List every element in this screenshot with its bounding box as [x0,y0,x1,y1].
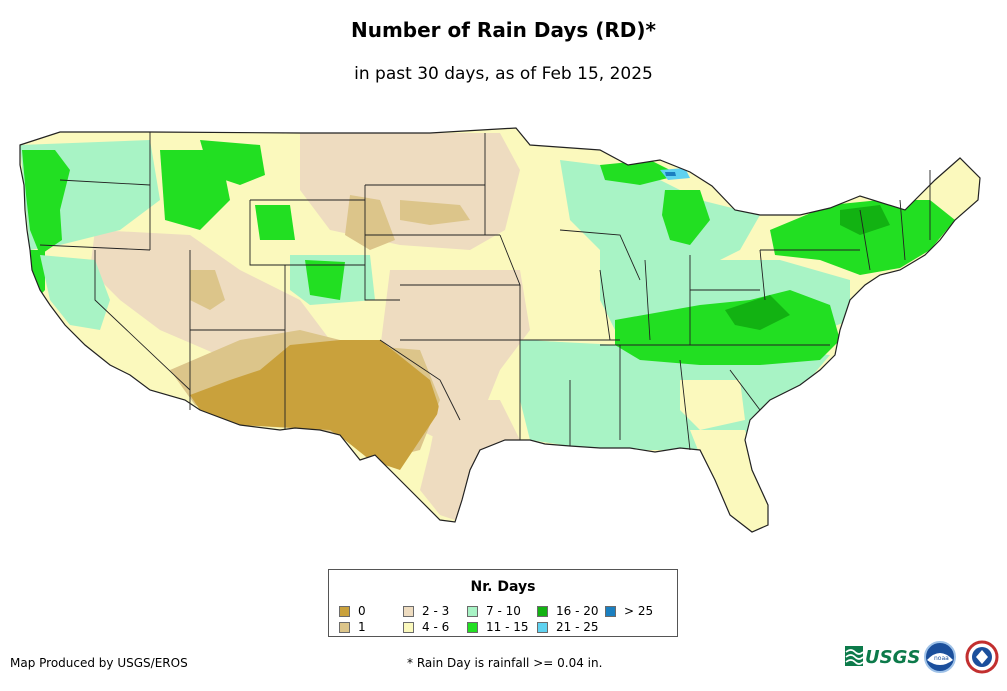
region-michigan-11-15 [662,190,710,245]
legend-item: 21 - 25 [537,620,599,634]
legend-item: 7 - 10 [467,604,521,618]
legend-label: 1 [358,620,366,634]
legend-label: 2 - 3 [422,604,450,618]
legend-item: > 25 [605,604,653,618]
legend-swatch [537,605,548,617]
state-boundaries [39,132,931,451]
legend-item: 0 [339,604,366,618]
credit-text: Map Produced by USGS/EROS [10,656,188,670]
legend-swatch [467,605,478,617]
legend-item: 2 - 3 [403,604,449,618]
map-title: Number of Rain Days (RD)* [350,18,656,42]
legend-item: 16 - 20 [537,604,599,618]
legend-label: 11 - 15 [486,620,529,634]
region-california-7-10 [40,255,110,330]
region-michigan-up-11-15 [600,160,680,185]
region-texas-2-3 [420,400,520,520]
region-wv-16-20 [725,295,790,330]
legend-swatch [339,605,350,617]
region-great-lakes-7-10 [560,160,760,280]
legend-label: 21 - 25 [556,620,599,634]
region-northeast-11-15 [770,200,955,275]
legend-swatch [339,621,350,633]
legend-title: Nr. Days [470,579,536,595]
legend-label: 16 - 20 [556,604,599,618]
legend-swatch [467,621,478,633]
legend-item: 1 [339,620,366,634]
legend-swatch [403,621,414,633]
region-montana-11-15 [200,140,265,185]
legend-item: 4 - 6 [403,620,449,634]
usgs-logo: USGS [845,646,920,668]
legend-label: 4 - 6 [422,620,450,634]
region-dakota-1 [400,200,470,225]
legend-item: 11 - 15 [467,620,529,634]
region-lake-25 [665,172,676,176]
nws-logo [965,640,999,674]
noaa-logo-text: noaa [934,655,949,662]
legend-swatch [537,621,548,633]
rain-day-note: * Rain Day is rainfall >= 0.04 in. [407,656,603,670]
region-florida-4-6 [690,430,768,532]
legend-label: > 25 [624,604,654,618]
noaa-logo: noaa [924,641,956,673]
region-southwest-0 [190,340,440,470]
legend-label: 0 [358,604,366,618]
region-georgia-4-6 [680,380,745,430]
region-wy-11-15 [255,205,295,240]
legend-label: 7 - 10 [486,604,521,618]
region-colorado-11-15 [305,260,345,300]
region-pnw-11-15 [22,150,70,255]
region-ca-coast-11-15 [28,250,45,300]
map-subtitle: in past 30 days, as of Feb 15, 2025 [354,64,653,84]
region-nevada-1 [190,270,225,310]
legend-swatch [605,605,616,617]
map-legend: Nr. Days 0 1 2 - 3 4 - 6 7 - 10 11 - 15 16 - 2… [328,569,678,637]
legend-swatch [403,605,414,617]
agency-logos: USGS noaa [845,640,999,674]
region-ny-16-20 [840,205,890,235]
usgs-logo-text: USGS [865,647,920,668]
region-wyoming-1 [345,195,395,250]
